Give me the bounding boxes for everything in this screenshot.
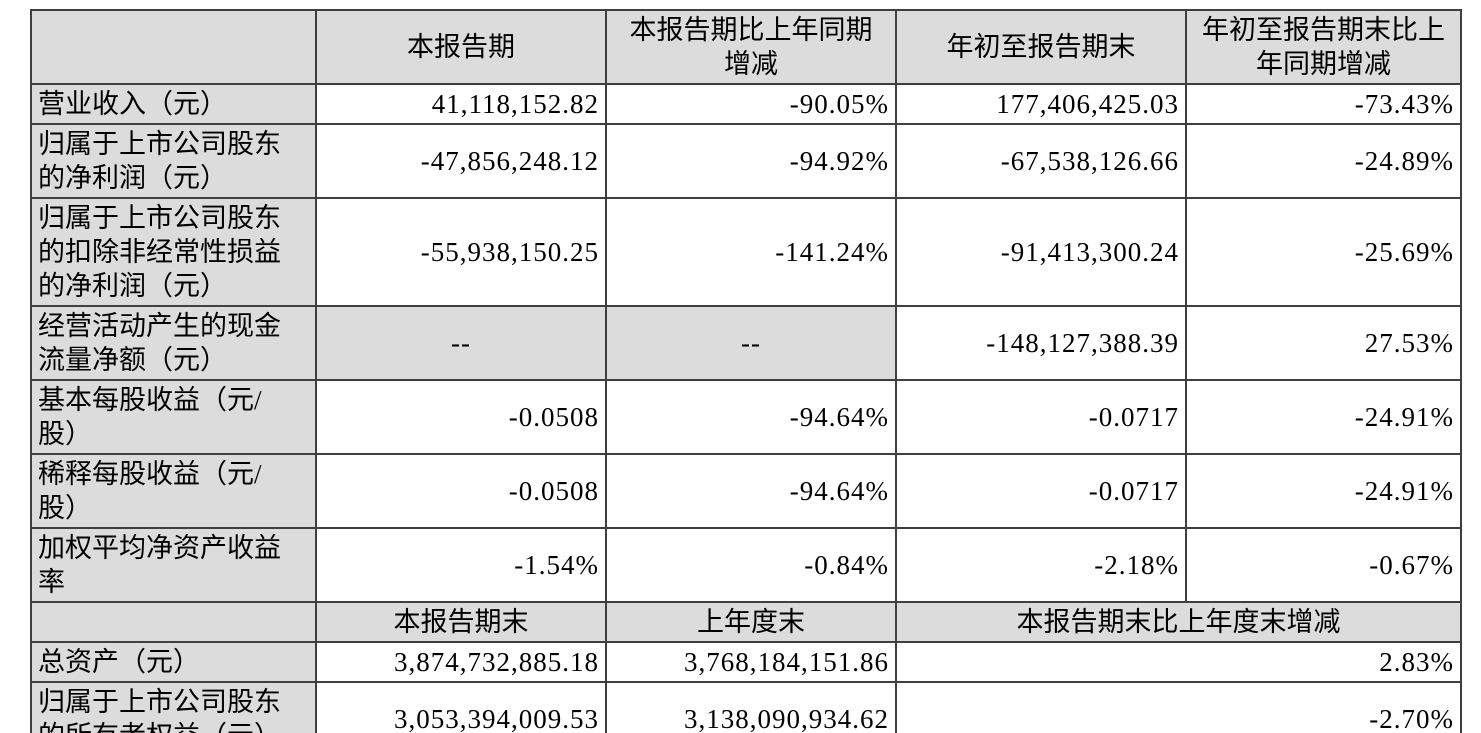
table-row: 总资产（元） 3,874,732,885.18 3,768,184,151.86… [30, 641, 1462, 683]
subheader-period-end: 本报告期末 [315, 601, 607, 643]
value-cell: -94.64% [605, 453, 897, 529]
value-cell: -0.0717 [895, 453, 1187, 529]
value-cell: 27.53% [1185, 305, 1462, 381]
header-row: 本报告期 本报告期比上年同期 增减 年初至报告期末 年初至报告期末比上 年同期增… [30, 9, 1462, 85]
value-cell: -0.0508 [315, 379, 607, 455]
subheader-corner-cell [30, 601, 317, 643]
table-row: 加权平均净资产收益 率 -1.54% -0.84% -2.18% -0.67% [30, 527, 1462, 603]
value-cell: -0.0508 [315, 453, 607, 529]
table-row: 营业收入（元） 41,118,152.82 -90.05% 177,406,42… [30, 83, 1462, 125]
row-label: 归属于上市公司股东 的净利润（元） [30, 123, 317, 199]
value-cell: 3,138,090,934.62 [605, 681, 897, 733]
value-cell-na: -- [315, 305, 607, 381]
header-current-period-yoy-change: 本报告期比上年同期 增减 [605, 9, 897, 85]
table-row: 经营活动产生的现金 流量净额（元） -- -- -148,127,388.39 … [30, 305, 1462, 381]
value-cell: -0.84% [605, 527, 897, 603]
header-corner-cell [30, 9, 317, 85]
table-row: 稀释每股收益（元/ 股） -0.0508 -94.64% -0.0717 -24… [30, 453, 1462, 529]
value-cell: -2.70% [895, 681, 1462, 733]
value-cell: 41,118,152.82 [315, 83, 607, 125]
value-cell: -1.54% [315, 527, 607, 603]
table-row: 归属于上市公司股东 的扣除非经常性损益 的净利润（元） -55,938,150.… [30, 197, 1462, 307]
value-cell: 3,768,184,151.86 [605, 641, 897, 683]
row-label: 营业收入（元） [30, 83, 317, 125]
value-cell-na: -- [605, 305, 897, 381]
value-cell: -91,413,300.24 [895, 197, 1187, 307]
header-ytd-yoy-change: 年初至报告期末比上 年同期增减 [1185, 9, 1462, 85]
row-label: 经营活动产生的现金 流量净额（元） [30, 305, 317, 381]
value-cell: -141.24% [605, 197, 897, 307]
value-cell: -148,127,388.39 [895, 305, 1187, 381]
value-cell: -94.64% [605, 379, 897, 455]
subheader-period-end-vs-prev-year-end: 本报告期末比上年度末增减 [895, 601, 1462, 643]
value-cell: -24.91% [1185, 453, 1462, 529]
value-cell: -2.18% [895, 527, 1187, 603]
value-cell: -24.91% [1185, 379, 1462, 455]
value-cell: -25.69% [1185, 197, 1462, 307]
value-cell: -0.67% [1185, 527, 1462, 603]
value-cell: 177,406,425.03 [895, 83, 1187, 125]
subheader-prev-year-end: 上年度末 [605, 601, 897, 643]
row-label: 稀释每股收益（元/ 股） [30, 453, 317, 529]
subheader-row: 本报告期末 上年度末 本报告期末比上年度末增减 [30, 601, 1462, 643]
table-row: 归属于上市公司股东 的所有者权益（元） 3,053,394,009.53 3,1… [30, 681, 1462, 733]
financial-summary-table: 本报告期 本报告期比上年同期 增减 年初至报告期末 年初至报告期末比上 年同期增… [30, 9, 1462, 733]
row-label: 归属于上市公司股东 的所有者权益（元） [30, 681, 317, 733]
value-cell: -47,856,248.12 [315, 123, 607, 199]
value-cell: 3,053,394,009.53 [315, 681, 607, 733]
value-cell: -0.0717 [895, 379, 1187, 455]
value-cell: -55,938,150.25 [315, 197, 607, 307]
row-label: 加权平均净资产收益 率 [30, 527, 317, 603]
value-cell: 3,874,732,885.18 [315, 641, 607, 683]
value-cell: -90.05% [605, 83, 897, 125]
value-cell: -67,538,126.66 [895, 123, 1187, 199]
value-cell: -24.89% [1185, 123, 1462, 199]
value-cell: -94.92% [605, 123, 897, 199]
row-label: 基本每股收益（元/ 股） [30, 379, 317, 455]
row-label: 归属于上市公司股东 的扣除非经常性损益 的净利润（元） [30, 197, 317, 307]
row-label: 总资产（元） [30, 641, 317, 683]
value-cell: 2.83% [895, 641, 1462, 683]
table-row: 归属于上市公司股东 的净利润（元） -47,856,248.12 -94.92%… [30, 123, 1462, 199]
table-row: 基本每股收益（元/ 股） -0.0508 -94.64% -0.0717 -24… [30, 379, 1462, 455]
header-current-period: 本报告期 [315, 9, 607, 85]
value-cell: -73.43% [1185, 83, 1462, 125]
header-ytd: 年初至报告期末 [895, 9, 1187, 85]
